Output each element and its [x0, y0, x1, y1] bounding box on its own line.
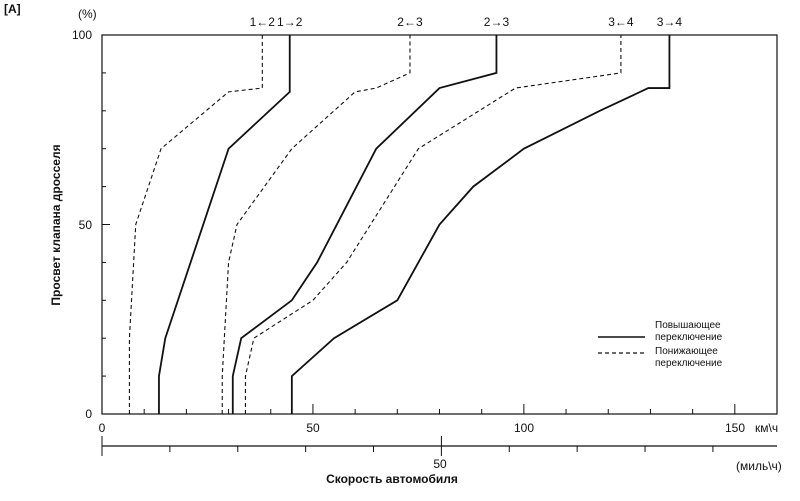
y-axis-title: Просвет клапана дросселя: [49, 144, 63, 305]
legend-dashed-label-2: переключение: [655, 358, 723, 369]
legend-solid-label-1: Повышающее: [655, 320, 721, 331]
kmh-ticks: [101, 72, 736, 414]
series-label-5: 3→4: [657, 15, 683, 29]
series-line-0: [128, 35, 263, 414]
series-line-1: [158, 35, 291, 414]
mph-tick-50: 50: [433, 457, 447, 471]
x-tick-150: 150: [725, 421, 745, 435]
series-label-3: 2→3: [484, 15, 510, 29]
x-tick-100: 100: [514, 421, 534, 435]
panel-label: [A]: [4, 2, 21, 16]
x-unit-kmh: км\ч: [755, 421, 778, 435]
series-line-4: [244, 35, 622, 414]
legend: Повышающее переключение Понижающее перек…: [598, 320, 723, 369]
legend-dashed-label-1: Понижающее: [655, 346, 718, 357]
series-line-3: [231, 35, 498, 414]
series-label-4: 3←4: [608, 15, 634, 29]
x-axis-title: Скорость автомобиля: [326, 472, 458, 486]
series-label-0: 1←2: [250, 15, 276, 29]
legend-solid-label-2: переключение: [655, 332, 723, 343]
mph-ticks: [101, 436, 714, 456]
y-tick-0: 0: [85, 407, 92, 421]
x-tick-0: 0: [99, 421, 106, 435]
y-unit: (%): [78, 7, 97, 21]
y-tick-100: 100: [72, 28, 92, 42]
y-tick-50: 50: [79, 218, 93, 232]
series-group: [128, 35, 671, 414]
series-line-2: [221, 35, 411, 414]
x-unit-mph: (миль\ч): [736, 459, 782, 473]
series-labels: 1←2 1→2 2←3 2→3 3←4 3→4: [250, 15, 683, 29]
series-label-2: 2←3: [397, 15, 423, 29]
x-tick-50: 50: [306, 421, 320, 435]
series-label-1: 1→2: [277, 15, 303, 29]
series-line-5: [290, 35, 671, 414]
